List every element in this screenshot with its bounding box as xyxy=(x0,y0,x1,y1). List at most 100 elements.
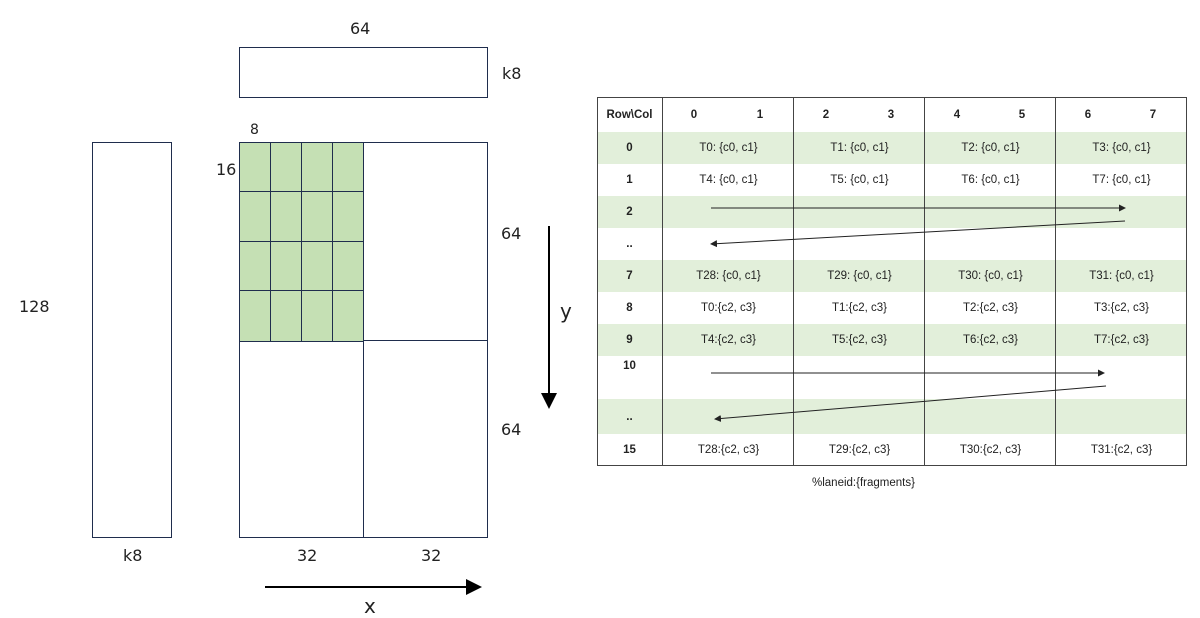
col-header-7: 7 xyxy=(1149,108,1157,121)
warp-tile-cell xyxy=(270,290,302,342)
warp-tile-cell xyxy=(239,241,271,291)
fragment-cell: T5:{c2, c3} xyxy=(832,334,887,346)
right-lower-label: 64 xyxy=(501,420,522,439)
quadrant-top-right xyxy=(363,142,488,341)
fragment-cell: T4: {c0, c1} xyxy=(699,174,758,186)
row-header: 0 xyxy=(626,142,633,154)
col-header-0: 0 xyxy=(690,108,698,121)
bottom-left-label: 32 xyxy=(297,546,318,565)
warp-tile-cell xyxy=(270,241,302,291)
fragment-cell xyxy=(925,399,1056,434)
table-row: .. xyxy=(597,399,1187,434)
fragment-cell: T6:{c2, c3} xyxy=(963,334,1018,346)
col-header-5: 5 xyxy=(1018,108,1026,121)
table-header-row: Row\Col 0 1 2 3 4 5 6 7 xyxy=(597,97,1187,133)
fragment-cell: T0:{c2, c3} xyxy=(701,302,756,314)
warp-tile-cell xyxy=(301,241,333,291)
table-row: 0 T0: {c0, c1} T1: {c0, c1} T2: {c0, c1} T3:… xyxy=(597,132,1187,164)
fragment-cell: T31:{c2, c3} xyxy=(1090,443,1153,456)
fragment-cell xyxy=(663,399,794,434)
col-header-1: 1 xyxy=(756,108,764,121)
fragment-cell: T4:{c2, c3} xyxy=(701,334,756,346)
fragment-cell: T2: {c0, c1} xyxy=(961,142,1020,154)
fragment-cell xyxy=(1056,228,1187,260)
fragment-cell xyxy=(794,228,925,260)
table-row: 8 T0:{c2, c3} T1:{c2, c3} T2:{c2, c3} T3:{c2… xyxy=(597,292,1187,324)
warp-tile-cell xyxy=(332,241,364,291)
cell-width-label: 8 xyxy=(250,122,259,138)
table-row: 2 xyxy=(597,196,1187,228)
col-header-4: 4 xyxy=(953,108,961,121)
fragment-cell: T29: {c0, c1} xyxy=(827,270,892,282)
fragment-cell: T31: {c0, c1} xyxy=(1089,270,1154,282)
fragment-cell xyxy=(1056,399,1187,434)
warp-tile-cell xyxy=(301,142,333,192)
warp-tile-cell xyxy=(239,142,271,192)
fragment-cell xyxy=(663,228,794,260)
table-row: 15 T28:{c2, c3} T29:{c2, c3} T30:{c2, c3} T3… xyxy=(597,434,1187,465)
fragment-cell: T30: {c0, c1} xyxy=(958,270,1023,282)
fragment-cell xyxy=(925,196,1056,228)
bottom-right-label: 32 xyxy=(421,546,442,565)
warp-tile-cell xyxy=(332,191,364,242)
fragment-cell: T28:{c2, c3} xyxy=(697,443,760,456)
row-header: 2 xyxy=(626,206,633,218)
fragment-cell: T3:{c2, c3} xyxy=(1094,302,1149,314)
warp-tile-cell xyxy=(301,290,333,342)
fragment-cell: T1:{c2, c3} xyxy=(832,302,887,314)
fragment-cell xyxy=(794,196,925,228)
fragment-cell xyxy=(794,399,925,434)
row-header: 15 xyxy=(623,443,636,456)
fragment-cell: T5: {c0, c1} xyxy=(830,174,889,186)
y-axis-label: y xyxy=(560,299,572,323)
warp-tile-cell xyxy=(301,191,333,242)
row-header: 10 xyxy=(623,360,636,372)
warp-tile-cell xyxy=(270,142,302,192)
quadrant-bottom-right xyxy=(363,340,488,538)
col-header-6: 6 xyxy=(1084,108,1092,121)
row-header: .. xyxy=(626,238,633,250)
corner-header: Row\Col xyxy=(606,108,653,121)
warp-tile-cell xyxy=(270,191,302,242)
fragment-cell xyxy=(925,228,1056,260)
table-caption: %laneid:{fragments} xyxy=(812,477,915,489)
fragment-cell xyxy=(663,196,794,228)
row-header: 1 xyxy=(626,174,633,186)
top-k-label: k8 xyxy=(502,64,522,83)
warp-tile-cell xyxy=(239,191,271,242)
right-upper-label: 64 xyxy=(501,224,522,243)
quadrant-bottom-left xyxy=(239,340,364,538)
fragment-cell xyxy=(1056,196,1187,228)
fragment-cell: T1: {c0, c1} xyxy=(830,142,889,154)
fragment-cell xyxy=(1056,356,1187,399)
top-matrix-block xyxy=(239,47,488,98)
col-header-2: 2 xyxy=(822,108,830,121)
table-row: 1 T4: {c0, c1} T5: {c0, c1} T6: {c0, c1} T7:… xyxy=(597,164,1187,196)
fragment-cell xyxy=(794,356,925,399)
fragment-cell xyxy=(663,356,794,399)
fragment-cell: T3: {c0, c1} xyxy=(1092,142,1151,154)
row-header: .. xyxy=(626,410,633,423)
fragment-cell: T7:{c2, c3} xyxy=(1094,334,1149,346)
row-header: 9 xyxy=(626,334,633,346)
x-axis-label: x xyxy=(364,594,376,618)
table-row: .. xyxy=(597,228,1187,260)
fragment-cell: T2:{c2, c3} xyxy=(963,302,1018,314)
table-row: 9 T4:{c2, c3} T5:{c2, c3} T6:{c2, c3} T7:{c2… xyxy=(597,324,1187,356)
table-row: 7 T28: {c0, c1} T29: {c0, c1} T30: {c0, c1}… xyxy=(597,260,1187,292)
row-header: 8 xyxy=(626,302,633,314)
table-row: 10 xyxy=(597,356,1187,399)
warp-tile-cell xyxy=(239,290,271,342)
top-width-label: 64 xyxy=(350,19,371,38)
row-header: 7 xyxy=(626,270,633,282)
left-matrix-block xyxy=(92,142,172,538)
warp-tile-cell xyxy=(332,290,364,342)
fragment-cell: T30:{c2, c3} xyxy=(959,443,1022,456)
left-k-label: k8 xyxy=(123,546,143,565)
fragment-cell: T28: {c0, c1} xyxy=(696,270,761,282)
fragment-cell: T0: {c0, c1} xyxy=(699,142,758,154)
left-height-label: 128 xyxy=(19,297,50,316)
fragment-cell: T29:{c2, c3} xyxy=(828,443,891,456)
fragment-cell: T6: {c0, c1} xyxy=(961,174,1020,186)
fragment-cell: T7: {c0, c1} xyxy=(1092,174,1151,186)
